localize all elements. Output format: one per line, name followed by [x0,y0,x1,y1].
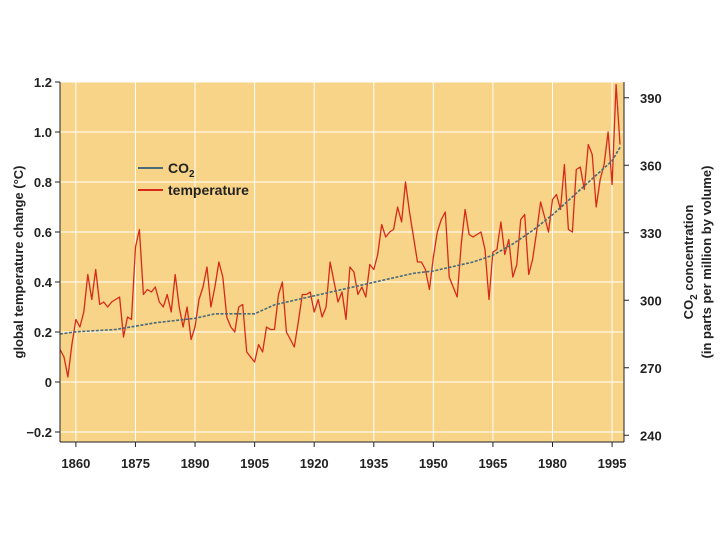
left-tick-label: 0.4 [34,275,53,290]
right-tick-label: 270 [640,361,662,376]
x-tick-label: 1920 [300,456,329,471]
x-tick-label: 1965 [478,456,507,471]
right-tick-label: 240 [640,428,662,443]
left-tick-label: 0.8 [34,175,52,190]
right-tick-label: 300 [640,293,662,308]
x-tick-label: 1980 [538,456,567,471]
right-tick-label: 360 [640,158,662,173]
right-axis-title-main: CO [681,300,696,320]
x-tick-label: 1995 [598,456,627,471]
x-tick-label: 1905 [240,456,269,471]
x-tick-label: 1875 [121,456,150,471]
left-tick-label: 0.2 [34,325,52,340]
right-axis-title-subscript: 2 [689,294,700,300]
left-axis-title: global temperature change (°C) [11,165,26,358]
legend-co2-label: CO2 [168,160,195,180]
x-axis: 1860 1875 1890 1905 1920 1935 1950 1965 1980 1995 [61,442,627,471]
right-tick-label: 390 [640,91,662,106]
right-axis-title-line2: (in parts per million by volume) [699,166,714,359]
series-layer [59,83,621,378]
grid [60,81,624,442]
plot-background [60,82,624,442]
left-tick-label: −0.2 [26,425,52,440]
right-axis: 390 360 330 300 270 240 [624,91,662,443]
x-tick-label: 1950 [419,456,448,471]
x-tick-label: 1890 [181,456,210,471]
series-line-co2 [59,146,621,335]
left-tick-label: 0.6 [34,225,52,240]
left-tick-label: 1.2 [34,75,52,90]
left-axis: 1.2 1.0 0.8 0.6 0.4 0.2 0 −0.2 [26,75,60,440]
legend-temperature-label: temperature [168,182,249,198]
right-axis-title-rest: concentration [681,205,696,295]
left-tick-label: 0 [45,375,52,390]
left-tick-label: 1.0 [34,125,52,140]
x-tick-label: 1935 [359,456,388,471]
x-tick-label: 1860 [61,456,90,471]
series-line-temperature [59,83,621,378]
legend: CO2 temperature [138,160,249,198]
right-tick-label: 330 [640,226,662,241]
right-axis-title-line1: CO2 concentration [681,205,700,320]
